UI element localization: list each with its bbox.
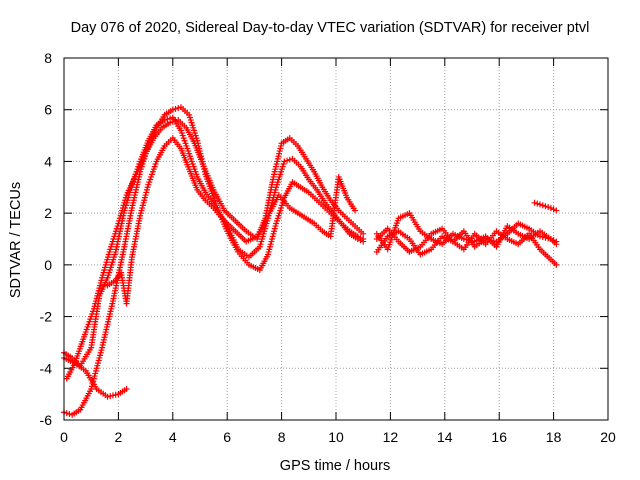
- data-point: [553, 241, 560, 248]
- data-point: [534, 200, 541, 207]
- data-point: [286, 156, 293, 163]
- x-tick-label: 8: [278, 429, 286, 445]
- chart-title: Day 076 of 2020, Sidereal Day-to-day VTE…: [71, 20, 590, 36]
- data-point: [537, 233, 543, 240]
- x-tick-label: 14: [437, 429, 453, 445]
- data-point: [482, 236, 489, 242]
- data-point: [169, 118, 176, 125]
- plot-frame: [63, 57, 609, 421]
- data-point: [485, 236, 492, 243]
- series-track-e: [104, 135, 359, 307]
- data-point: [284, 157, 291, 164]
- x-tick-label: 0: [60, 429, 68, 445]
- x-tick-label: 20: [600, 429, 616, 445]
- x-tick-label: 16: [491, 429, 507, 445]
- data-point: [531, 199, 538, 206]
- data-point: [352, 207, 359, 214]
- data-point: [172, 117, 179, 124]
- data-point: [460, 236, 467, 242]
- y-tick-label: 2: [44, 205, 52, 221]
- y-tick-label: 0: [44, 257, 52, 273]
- data-point: [490, 237, 497, 244]
- y-tick-label: 8: [44, 50, 52, 66]
- data-point: [553, 207, 560, 214]
- data-point: [553, 261, 560, 268]
- data-point: [63, 410, 70, 417]
- x-tick-label: 4: [169, 429, 177, 445]
- data-point: [545, 235, 552, 242]
- data-point: [104, 393, 111, 400]
- data-point: [357, 237, 364, 244]
- y-axis-label: SDTVAR / TECUs: [8, 182, 24, 298]
- series-track-h: [373, 220, 560, 258]
- y-tick-label: -2: [40, 309, 53, 325]
- x-tick-label: 2: [115, 429, 123, 445]
- x-tick-label: 10: [328, 429, 344, 445]
- data-point: [537, 201, 543, 208]
- x-tick-label: 6: [223, 429, 231, 445]
- y-tick-label: 6: [44, 102, 52, 118]
- data-point: [539, 234, 546, 241]
- data-point: [542, 234, 549, 241]
- x-tick-label: 12: [383, 429, 399, 445]
- series-track-i: [531, 199, 560, 214]
- data-point: [488, 237, 495, 244]
- data-point: [109, 392, 116, 399]
- series-track-g: [373, 225, 560, 268]
- y-tick-label: -6: [40, 412, 53, 428]
- data-point: [547, 204, 554, 211]
- data-point: [550, 206, 557, 213]
- data-point: [175, 104, 182, 111]
- series-track-c: [63, 117, 367, 382]
- data-point: [123, 385, 130, 392]
- x-tick-labels: 0 2 4 6 8 10 12 14 16 18 20: [60, 429, 616, 445]
- data-point: [167, 119, 174, 126]
- data-point: [107, 393, 114, 400]
- data-point: [360, 230, 367, 237]
- data-point: [354, 236, 361, 242]
- data-point: [545, 204, 552, 211]
- data-point: [169, 106, 176, 113]
- series-track-d: [61, 354, 130, 400]
- data-point: [112, 391, 119, 398]
- x-axis-label: GPS time / hours: [280, 458, 390, 474]
- x-tick-label: 18: [546, 429, 562, 445]
- data-point: [542, 203, 549, 210]
- data-point: [172, 105, 179, 112]
- data-point: [281, 158, 288, 165]
- data-point: [539, 202, 546, 209]
- data-point: [161, 117, 168, 124]
- y-tick-label: 4: [44, 153, 52, 169]
- data-point: [360, 238, 367, 245]
- y-tick-labels: -6 -4 -2 0 2 4 6 8: [40, 50, 53, 428]
- y-tick-label: -4: [40, 360, 53, 376]
- data-points: [61, 104, 560, 418]
- data-point: [164, 116, 171, 123]
